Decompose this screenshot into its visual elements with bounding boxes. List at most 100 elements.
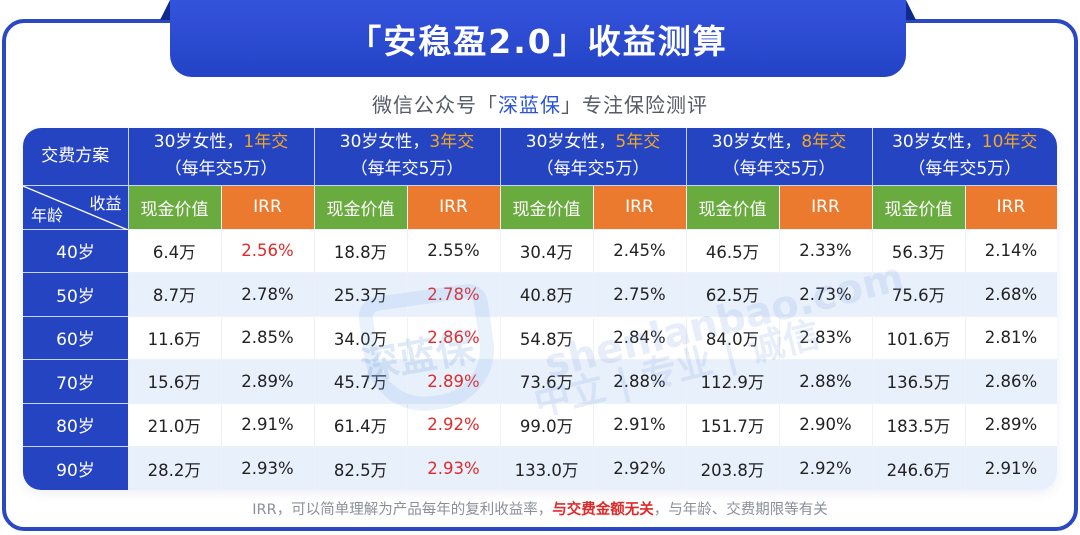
cash-value-cell: 28.2万 [128, 446, 222, 490]
cash-value-cell: 25.3万 [314, 272, 408, 316]
cash-value-cell: 183.5万 [872, 402, 966, 447]
subtitle: 微信公众号「深蓝保」专注保险测评 [0, 89, 1080, 118]
irr-cell: 2.89% [965, 402, 1057, 447]
cash-value-cell: 21.0万 [128, 402, 222, 447]
plan-prefix: 30岁女性， [339, 132, 430, 153]
subtitle-brand: 深蓝保 [498, 93, 561, 117]
age-cell: 60岁 [23, 315, 128, 360]
irr-cell: 2.78% [221, 272, 315, 316]
metric-header-row: 收益 年龄 现金价值 IRR 现金价值 IRR 现金价值 IRR 现金价值 IR… [23, 185, 1057, 230]
plan-header-3: 30岁女性，3年交 （每年交5万） [314, 128, 501, 186]
cash-value-header: 现金价值 [686, 185, 780, 229]
plan-prefix: 30岁女性， [711, 132, 802, 153]
irr-cell: 2.83% [779, 315, 873, 360]
irr-cell: 2.91% [593, 402, 687, 447]
irr-header: IRR [965, 185, 1057, 229]
age-label: 年龄 [31, 205, 64, 225]
irr-header: IRR [779, 185, 873, 229]
cash-value-cell: 11.6万 [128, 315, 222, 360]
cash-value-header: 现金价值 [500, 185, 594, 229]
cash-value-cell: 18.8万 [314, 228, 408, 273]
plan-term: 1年交 [243, 132, 289, 153]
cash-value-cell: 84.0万 [686, 315, 780, 360]
plan-term: 10年交 [981, 132, 1038, 153]
plan-term: 5年交 [615, 132, 661, 153]
cash-value-header: 现金价值 [872, 185, 966, 229]
cash-value-cell: 73.6万 [500, 359, 594, 403]
irr-cell: 2.89% [221, 359, 315, 403]
age-cell: 90岁 [23, 446, 128, 490]
irr-cell-highlighted: 2.92% [407, 402, 501, 447]
plan-header-1: 30岁女性，1年交 （每年交5万） [128, 128, 315, 186]
table-row: 90岁 28.2万 2.93% 82.5万 2.93% 133.0万 2.92%… [23, 446, 1057, 490]
subtitle-prefix: 微信公众号「 [372, 93, 498, 117]
plan-term: 3年交 [429, 132, 475, 153]
irr-cell: 2.68% [965, 272, 1057, 316]
cash-value-cell: 54.8万 [500, 315, 594, 360]
cash-value-cell: 45.7万 [314, 359, 408, 403]
plan-note: （每年交5万） [350, 159, 464, 180]
irr-cell-highlighted: 2.56% [221, 228, 315, 273]
cash-value-cell: 246.6万 [872, 446, 966, 490]
plan-header-row: 交费方案 30岁女性，1年交 （每年交5万） 30岁女性，3年交 （每年交5万）… [23, 128, 1057, 186]
irr-cell: 2.90% [779, 402, 873, 447]
cash-value-cell: 101.6万 [872, 315, 966, 360]
irr-cell: 2.86% [965, 359, 1057, 403]
income-label: 收益 [89, 193, 122, 213]
returns-table: 交费方案 30岁女性，1年交 （每年交5万） 30岁女性，3年交 （每年交5万）… [23, 128, 1057, 490]
plan-header-8: 30岁女性，8年交 （每年交5万） [686, 128, 873, 186]
diagonal-line-icon [23, 185, 128, 230]
irr-header: IRR [221, 185, 315, 229]
cash-value-cell: 133.0万 [500, 446, 594, 490]
table-row: 40岁 6.4万 2.56% 18.8万 2.55% 30.4万 2.45% 4… [23, 228, 1057, 273]
plan-header-10: 30岁女性，10年交 （每年交5万） [872, 128, 1057, 186]
cash-value-cell: 40.8万 [500, 272, 594, 316]
irr-cell: 2.92% [779, 446, 873, 490]
plan-corner-label: 交费方案 [23, 128, 129, 186]
cash-value-cell: 62.5万 [686, 272, 780, 316]
cash-value-cell: 34.0万 [314, 315, 408, 360]
footnote-emphasis: 与交费金额无关 [552, 502, 654, 518]
cash-value-cell: 15.6万 [128, 359, 222, 403]
irr-cell: 2.88% [593, 359, 687, 403]
page-title: 「安稳盈2.0」收益测算 [348, 21, 728, 61]
cash-value-cell: 203.8万 [686, 446, 780, 490]
cash-value-cell: 75.6万 [872, 272, 966, 316]
diagonal-corner-cell: 收益 年龄 [23, 185, 129, 230]
cash-value-cell: 56.3万 [872, 228, 966, 273]
footnote-prefix: IRR，可以简单理解为产品每年的复利收益率， [252, 502, 553, 518]
footnote: IRR，可以简单理解为产品每年的复利收益率，与交费金额无关，与年龄、交费期限等有… [0, 498, 1080, 519]
table-row: 60岁 11.6万 2.85% 34.0万 2.86% 54.8万 2.84% … [23, 315, 1057, 360]
cash-value-cell: 136.5万 [872, 359, 966, 403]
footnote-suffix: ，与年龄、交费期限等有关 [653, 502, 828, 518]
cash-value-cell: 82.5万 [314, 446, 408, 490]
irr-cell: 2.33% [779, 228, 873, 273]
irr-cell: 2.55% [407, 228, 501, 273]
irr-cell: 2.91% [221, 402, 315, 447]
cash-value-cell: 46.5万 [686, 228, 780, 273]
plan-prefix: 30岁女性， [892, 132, 982, 153]
plan-note: （每年交5万） [722, 159, 836, 180]
irr-cell-highlighted: 2.78% [407, 272, 501, 316]
ribbon-fold-right [906, 0, 916, 20]
irr-cell: 2.73% [779, 272, 873, 316]
age-cell: 70岁 [23, 359, 128, 403]
irr-cell: 2.88% [779, 359, 873, 403]
irr-header: IRR [593, 185, 687, 229]
ribbon-fold-left [160, 0, 170, 20]
cash-value-cell: 6.4万 [128, 228, 222, 273]
irr-cell: 2.14% [965, 228, 1057, 273]
age-cell: 50岁 [23, 272, 128, 316]
irr-cell: 2.85% [221, 315, 315, 360]
cash-value-cell: 112.9万 [686, 359, 780, 403]
age-cell: 40岁 [23, 228, 128, 273]
plan-prefix: 30岁女性， [525, 132, 616, 153]
table-row: 50岁 8.7万 2.78% 25.3万 2.78% 40.8万 2.75% 6… [23, 272, 1057, 316]
plan-prefix: 30岁女性， [153, 132, 244, 153]
table-row: 80岁 21.0万 2.91% 61.4万 2.92% 99.0万 2.91% … [23, 402, 1057, 447]
plan-note: （每年交5万） [908, 159, 1022, 180]
irr-cell-highlighted: 2.86% [407, 315, 501, 360]
irr-cell: 2.92% [593, 446, 687, 490]
plan-term: 8年交 [801, 132, 847, 153]
plan-header-5: 30岁女性，5年交 （每年交5万） [500, 128, 687, 186]
